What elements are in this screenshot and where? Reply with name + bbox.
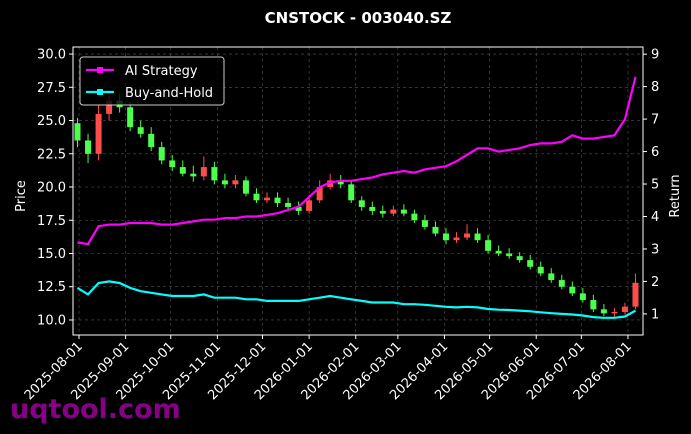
candle-body (221, 180, 228, 185)
candle-body (169, 160, 176, 168)
y-tick-label: 27.5 (37, 81, 66, 96)
candle-body (158, 147, 165, 161)
candle-body (358, 200, 365, 207)
candle-body (548, 273, 555, 281)
candle-body (390, 209, 397, 214)
candle-body (632, 282, 639, 307)
candle-body (579, 293, 586, 301)
candle-body (537, 266, 544, 274)
candle-body (274, 197, 281, 203)
candle-body (190, 173, 197, 177)
y-tick-label: 20.0 (37, 181, 66, 196)
candle-body (516, 256, 523, 261)
y2-tick-label: 3 (651, 242, 659, 257)
watermark: uqtool.com (10, 394, 181, 425)
y-tick-label: 30.0 (37, 48, 66, 63)
legend: AI Strategy Buy-and-Hold (79, 56, 225, 106)
y2-tick-label: 1 (651, 307, 659, 322)
candle-body (253, 193, 260, 201)
candle-body (569, 286, 576, 294)
candle-body (421, 220, 428, 227)
y2-tick-label: 9 (651, 48, 659, 63)
candle-body (464, 233, 471, 238)
y-tick-label: 25.0 (37, 114, 66, 129)
candle-body (106, 100, 113, 114)
y-tick-label: 10.0 (37, 313, 66, 328)
candle-body (200, 167, 207, 177)
candle-body (621, 306, 628, 312)
candle-body (285, 202, 292, 207)
y-axis-label: Price (14, 180, 29, 212)
legend-marker (97, 89, 103, 95)
candle-body (348, 184, 355, 201)
candle-body (137, 127, 144, 134)
candle-body (600, 309, 607, 314)
candle-body (442, 233, 449, 241)
candle-body (148, 133, 155, 148)
candle-body (179, 167, 186, 174)
plot-frame (72, 46, 644, 336)
line-series (77, 76, 637, 246)
candle-body (242, 180, 249, 194)
y-tick-label: 22.5 (37, 147, 66, 162)
candle-body (432, 226, 439, 234)
candle-body (527, 260, 534, 267)
candle-body (485, 240, 492, 251)
legend-box (79, 56, 225, 106)
candle-body (558, 280, 565, 287)
candle-body (95, 113, 102, 154)
y-tick-label: 15.0 (37, 247, 66, 262)
legend-marker (97, 67, 103, 73)
chart-title: CNSTOCK - 003040.SZ (265, 9, 452, 27)
y-tick-label: 17.5 (37, 214, 66, 229)
y2-tick-label: 4 (651, 210, 659, 225)
candle-body (506, 253, 513, 257)
candle-body (453, 237, 460, 241)
candle-body (316, 187, 323, 201)
candle-body (295, 206, 302, 211)
y2-tick-label: 5 (651, 178, 659, 193)
candle-body (400, 209, 407, 214)
y2-tick-label: 8 (651, 80, 659, 95)
candle-body (411, 213, 418, 221)
y2-tick-label: 7 (651, 113, 659, 128)
line-series (76, 280, 637, 319)
candle-body (474, 233, 481, 241)
candle-body (232, 180, 239, 185)
candle-body (369, 206, 376, 211)
candle-body (85, 140, 92, 154)
candle-body (379, 210, 386, 214)
candle-body (337, 180, 344, 185)
y2-axis-label: Return (668, 174, 683, 217)
candle-body (211, 167, 218, 181)
y2-tick-label: 2 (651, 275, 659, 290)
candle-body (611, 311, 618, 314)
legend-label: AI Strategy (125, 64, 198, 79)
candle-body (306, 200, 313, 211)
candle-body (495, 250, 502, 254)
candle-body (127, 107, 134, 128)
y-tick-label: 12.5 (37, 280, 66, 295)
legend-label: Buy-and-Hold (125, 86, 213, 101)
y2-tick-label: 6 (651, 145, 659, 160)
candle-body (327, 180, 334, 188)
candle-body (264, 197, 271, 201)
candle-body (74, 123, 81, 141)
candle-body (590, 300, 597, 310)
